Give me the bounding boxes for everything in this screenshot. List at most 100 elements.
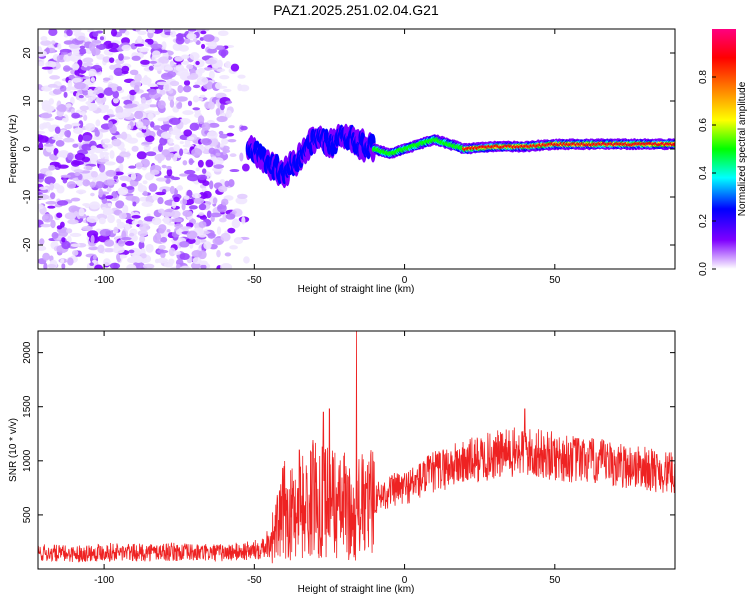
heatmap-noise-blob xyxy=(51,231,59,239)
heatmap-noise-blob xyxy=(89,181,96,188)
heatmap-noise-blob xyxy=(38,186,48,190)
heatmap-noise-blob xyxy=(155,191,166,196)
spectrogram-ytick-label: -10 xyxy=(22,189,33,204)
heatmap-noise-blob xyxy=(109,150,115,159)
heatmap-noise-blob xyxy=(154,153,165,162)
heatmap-noise-blob xyxy=(200,239,207,243)
heatmap-noise-blob xyxy=(195,60,200,66)
heatmap-noise-blob xyxy=(134,73,142,83)
heatmap-noise-blob xyxy=(182,110,194,116)
heatmap-noise-blob xyxy=(121,65,130,73)
heatmap-noise-blob xyxy=(38,173,45,180)
heatmap-noise-blob xyxy=(149,169,160,175)
heatmap-noise-blob xyxy=(210,156,217,161)
snr-ticks: -100 -50 0 50 500 1000 1500 2000 xyxy=(22,331,675,586)
heatmap-noise-blob xyxy=(217,30,229,37)
heatmap-noise-blob xyxy=(151,217,162,226)
heatmap-noise-blob xyxy=(119,151,131,158)
heatmap-noise-blob xyxy=(64,123,73,130)
spectrogram-ticks: -100 -50 0 50 20 10 0 -10 -20 xyxy=(22,29,675,286)
heatmap-noise-blob xyxy=(243,256,250,264)
heatmap-noise-blob xyxy=(109,262,121,269)
heatmap-noise-blob xyxy=(150,121,155,128)
heatmap-noise-blob xyxy=(99,229,112,237)
heatmap-noise-blob xyxy=(197,67,206,74)
heatmap-noise-blob xyxy=(151,50,161,58)
colorbar-label: Normalized spectral amplitude xyxy=(737,81,748,216)
heatmap-noise-blob xyxy=(102,138,111,144)
heatmap-noise-blob xyxy=(107,121,114,129)
heatmap-ridge-cell xyxy=(672,142,675,147)
snr-frame xyxy=(37,330,676,570)
heatmap-noise-blob xyxy=(130,172,137,181)
heatmap-noise-blob xyxy=(66,181,77,189)
heatmap-noise-blob xyxy=(215,82,223,90)
heatmap-noise-blob xyxy=(141,141,153,145)
heatmap-noise-blob xyxy=(160,117,169,122)
heatmap-noise-blob xyxy=(43,105,55,112)
heatmap-noise-blob xyxy=(57,43,62,50)
snr-xtick-label: 50 xyxy=(549,575,561,586)
heatmap-noise-blob xyxy=(63,54,72,62)
heatmap-noise-blob xyxy=(199,94,206,98)
heatmap-noise-blob xyxy=(191,193,202,199)
heatmap-noise-blob xyxy=(62,152,68,159)
heatmap-noise-blob xyxy=(161,211,173,217)
heatmap-noise-blob xyxy=(81,225,93,231)
heatmap-noise-blob xyxy=(101,207,107,211)
heatmap-noise-blob xyxy=(175,64,185,72)
heatmap-noise-blob xyxy=(86,230,99,239)
heatmap-noise-blob xyxy=(79,105,89,111)
heatmap-noise-blob xyxy=(145,243,154,253)
heatmap-noise-blob xyxy=(182,160,188,166)
heatmap-noise-blob xyxy=(67,152,74,161)
heatmap-noise-blob xyxy=(216,68,226,73)
heatmap-noise-blob xyxy=(196,76,209,86)
heatmap-noise-blob xyxy=(171,218,183,223)
heatmap-noise-blob xyxy=(112,90,120,99)
heatmap-noise-blob xyxy=(67,219,79,225)
snr-series-line xyxy=(38,331,675,564)
heatmap-noise-blob xyxy=(140,59,151,65)
heatmap-noise-blob xyxy=(41,66,54,70)
heatmap-noise-blob xyxy=(137,47,150,53)
heatmap-noise-blob xyxy=(147,104,159,108)
heatmap-noise-blob xyxy=(229,245,238,250)
heatmap-noise-blob xyxy=(92,31,99,38)
heatmap-noise-blob xyxy=(179,241,190,248)
heatmap-noise-blob xyxy=(121,44,132,51)
heatmap-noise-blob xyxy=(160,131,172,139)
heatmap-noise-blob xyxy=(173,196,180,203)
spectrogram-ytick-label: -20 xyxy=(22,237,33,252)
spectrogram-ytick-label: 0 xyxy=(22,146,33,152)
heatmap-noise-blob xyxy=(216,249,221,258)
heatmap-noise-blob xyxy=(61,263,66,269)
heatmap-noise-blob xyxy=(72,143,79,148)
heatmap-noise-blob xyxy=(142,125,147,130)
heatmap-noise-blob xyxy=(147,29,156,34)
heatmap-noise-blob xyxy=(82,76,91,80)
heatmap-noise-blob xyxy=(220,232,231,242)
heatmap-noise-blob xyxy=(103,87,114,96)
heatmap-noise-blob xyxy=(82,62,94,66)
heatmap-noise-blob xyxy=(105,169,117,177)
heatmap-noise-blob xyxy=(72,249,79,256)
heatmap-noise-blob xyxy=(216,203,227,213)
heatmap-noise-blob xyxy=(38,245,47,251)
colorbar-tick-label: 0.6 xyxy=(698,118,709,132)
snr-xtick-label: -50 xyxy=(247,575,262,586)
heatmap-noise-blob xyxy=(140,96,147,105)
heatmap-noise-blob xyxy=(126,186,135,190)
heatmap-noise-blob xyxy=(137,183,144,191)
heatmap-noise-blob xyxy=(49,192,56,200)
heatmap-noise-blob xyxy=(183,129,193,137)
heatmap-noise-blob xyxy=(186,238,196,244)
heatmap-noise-blob xyxy=(203,67,213,71)
heatmap-noise-blob xyxy=(180,226,192,230)
heatmap-noise-blob xyxy=(213,164,225,169)
heatmap-noise-blob xyxy=(187,100,193,107)
spectrogram-xtick-label: -50 xyxy=(247,275,262,286)
heatmap-noise-blob xyxy=(206,131,218,139)
colorbar: 0.0 0.2 0.4 0.6 0.8 Normalized spectral ampl… xyxy=(698,29,748,276)
heatmap-noise-blob xyxy=(115,155,125,164)
